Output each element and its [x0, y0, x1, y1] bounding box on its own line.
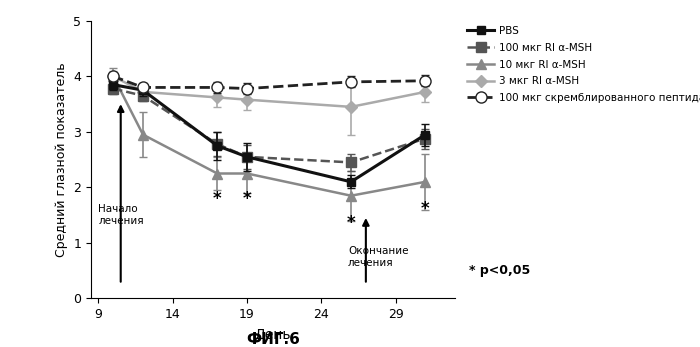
Text: *: *	[421, 200, 430, 218]
Text: *: *	[346, 214, 356, 232]
Text: Окончание
лечения: Окончание лечения	[348, 246, 409, 268]
X-axis label: День: День	[255, 327, 291, 341]
Y-axis label: Средний глазной показатель: Средний глазной показатель	[55, 62, 68, 257]
Legend: PBS, 100 мкг RI α-MSH, 10 мкг RI α-MSH, 3 мкг RI α-MSH, 100 мкг скремблированног: PBS, 100 мкг RI α-MSH, 10 мкг RI α-MSH, …	[468, 26, 700, 103]
Text: ФИГ.6: ФИГ.6	[246, 331, 300, 347]
Text: Начало
лечения: Начало лечения	[99, 204, 144, 226]
Text: * p<0,05: * p<0,05	[469, 264, 531, 277]
Text: *: *	[213, 191, 222, 209]
Text: *: *	[243, 191, 251, 209]
